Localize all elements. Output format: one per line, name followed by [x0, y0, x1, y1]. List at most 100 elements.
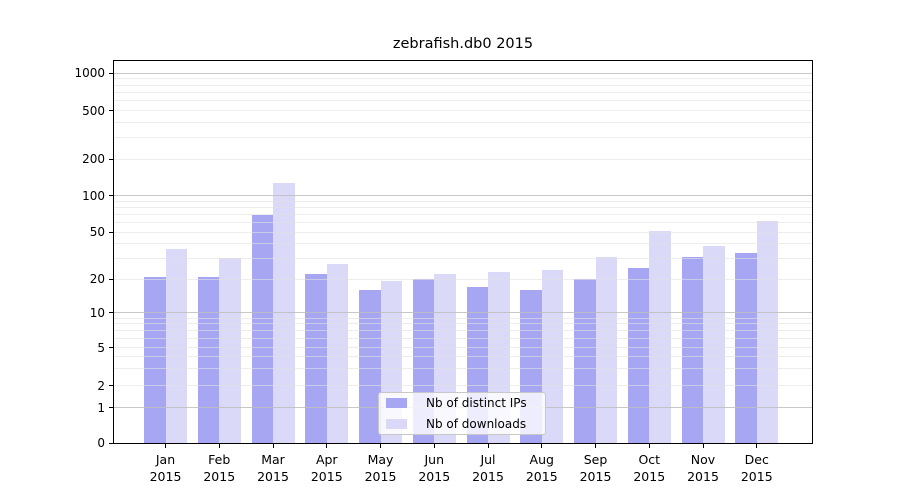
gridline-minor: [114, 257, 812, 259]
gridline-major: [114, 195, 812, 197]
legend-swatch-nb-of-downloads: [386, 418, 407, 429]
x-tick: [595, 443, 596, 448]
gridline-minor: [114, 231, 812, 233]
chart-title: zebrafish.db0 2015: [392, 36, 534, 52]
y-tick-label: 5: [97, 340, 105, 355]
bar-nb-of-downloads-mar: [273, 183, 295, 443]
legend-item-nb-of-downloads: Nb of downloads: [379, 414, 545, 435]
gridline-minor: [114, 214, 812, 216]
gridline-minor: [114, 323, 812, 325]
x-tick-label: May 2015: [353, 451, 409, 485]
x-tick-label-year: 2015: [418, 469, 451, 484]
x-tick: [165, 443, 166, 448]
y-tick: [109, 158, 114, 160]
x-tick: [702, 443, 704, 448]
gridline-minor: [114, 200, 812, 202]
x-tick-label-year: 2015: [740, 469, 773, 484]
x-tick-label-year: 2015: [203, 469, 236, 484]
y-tick-label: 100: [82, 188, 105, 203]
y-tick: [109, 312, 114, 314]
x-tick: [487, 443, 489, 448]
gridline-major: [114, 312, 812, 314]
x-tick-label-year: 2015: [310, 469, 343, 484]
x-tick-label: Jun 2015: [406, 451, 462, 485]
gridline-minor: [114, 356, 812, 358]
y-tick: [109, 278, 114, 280]
x-tick-label-year: 2015: [472, 469, 504, 484]
gridline-minor: [114, 347, 812, 349]
x-tick-label-month: Mar: [261, 452, 285, 467]
y-tick-label: 200: [82, 152, 105, 166]
gridline-minor: [114, 78, 812, 80]
gridline-minor: [114, 243, 812, 245]
y-tick: [109, 72, 114, 74]
x-tick: [380, 443, 381, 448]
y-tick: [109, 195, 114, 197]
y-tick-label: 500: [82, 103, 105, 118]
x-tick-label: Jan 2015: [138, 451, 194, 485]
x-tick-label-month: Dec: [744, 452, 769, 467]
x-tick: [541, 443, 543, 448]
y-tick: [109, 110, 114, 112]
x-tick-label: Nov 2015: [675, 451, 731, 485]
x-tick-label-year: 2015: [149, 469, 182, 484]
x-tick-label-month: May: [367, 452, 394, 467]
bar-nb-of-distinct-ips-oct: [627, 267, 650, 443]
y-tick: [109, 385, 114, 387]
x-tick-label: Oct 2015: [621, 451, 677, 485]
x-tick-label: Dec 2015: [729, 451, 785, 485]
gridline-minor: [114, 317, 812, 319]
y-tick-label: 2: [97, 378, 105, 393]
y-tick: [109, 347, 114, 349]
x-tick: [272, 443, 274, 448]
gridline-minor: [114, 385, 812, 387]
y-tick: [109, 442, 114, 444]
y-tick-label: 1: [97, 400, 105, 415]
y-tick-label: 50: [89, 225, 105, 240]
x-tick-label-year: 2015: [257, 469, 289, 484]
bar-nb-of-distinct-ips-dec: [735, 253, 757, 443]
x-tick: [326, 443, 328, 448]
gridline-minor: [114, 121, 812, 123]
bar-nb-of-downloads-nov: [703, 246, 725, 443]
y-tick: [109, 231, 114, 233]
gridline-minor: [114, 222, 812, 224]
x-tick-label-year: 2015: [364, 469, 397, 484]
bar-nb-of-downloads-dec: [756, 220, 779, 443]
gridline-minor: [114, 137, 812, 139]
gridline-minor: [114, 110, 812, 112]
bar-nb-of-distinct-ips-feb: [197, 276, 220, 443]
x-tick-label-month: Feb: [208, 452, 231, 467]
legend-label: Nb of distinct IPs: [426, 396, 527, 411]
y-tick-label: 20: [89, 272, 105, 286]
bar-nb-of-distinct-ips-may: [359, 289, 381, 443]
legend-item-nb-of-distinct-ips: Nb of distinct IPs: [379, 393, 545, 414]
gridline-minor: [114, 158, 812, 160]
x-tick-label-year: 2015: [579, 469, 612, 484]
x-tick-label: Apr 2015: [299, 451, 355, 485]
legend: Nb of distinct IPs Nb of downloads: [378, 392, 546, 435]
x-tick-label-month: Jan: [155, 452, 176, 467]
bar-nb-of-downloads-feb: [219, 258, 241, 443]
x-tick-label-month: Nov: [690, 452, 716, 467]
gridline-major: [114, 72, 812, 74]
x-tick-label-year: 2015: [633, 469, 666, 484]
bar-nb-of-distinct-ips-apr: [305, 274, 327, 443]
bar-nb-of-downloads-jan: [165, 249, 187, 443]
bar-nb-of-downloads-sep: [595, 256, 617, 443]
x-tick-label: Mar 2015: [245, 451, 301, 485]
y-tick-label: 1000: [74, 66, 105, 81]
bar-nb-of-downloads-apr: [326, 263, 349, 443]
x-tick-label-month: Jul: [480, 452, 496, 467]
gridline-minor: [114, 84, 812, 86]
x-tick-label-month: Sep: [583, 452, 608, 467]
x-tick: [648, 443, 650, 448]
gridline-minor: [114, 278, 812, 280]
x-tick-label: Jul 2015: [460, 451, 516, 485]
bar-nb-of-distinct-ips-jan: [144, 276, 166, 443]
x-tick-label-year: 2015: [525, 469, 558, 484]
y-tick-label: 0: [97, 436, 105, 450]
x-tick-label-month: Oct: [638, 452, 661, 467]
bar-nb-of-distinct-ips-sep: [574, 279, 596, 443]
